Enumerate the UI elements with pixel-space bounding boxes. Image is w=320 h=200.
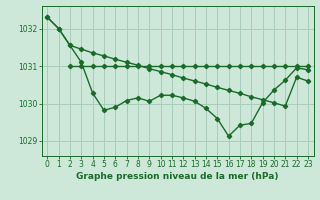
X-axis label: Graphe pression niveau de la mer (hPa): Graphe pression niveau de la mer (hPa) [76, 172, 279, 181]
